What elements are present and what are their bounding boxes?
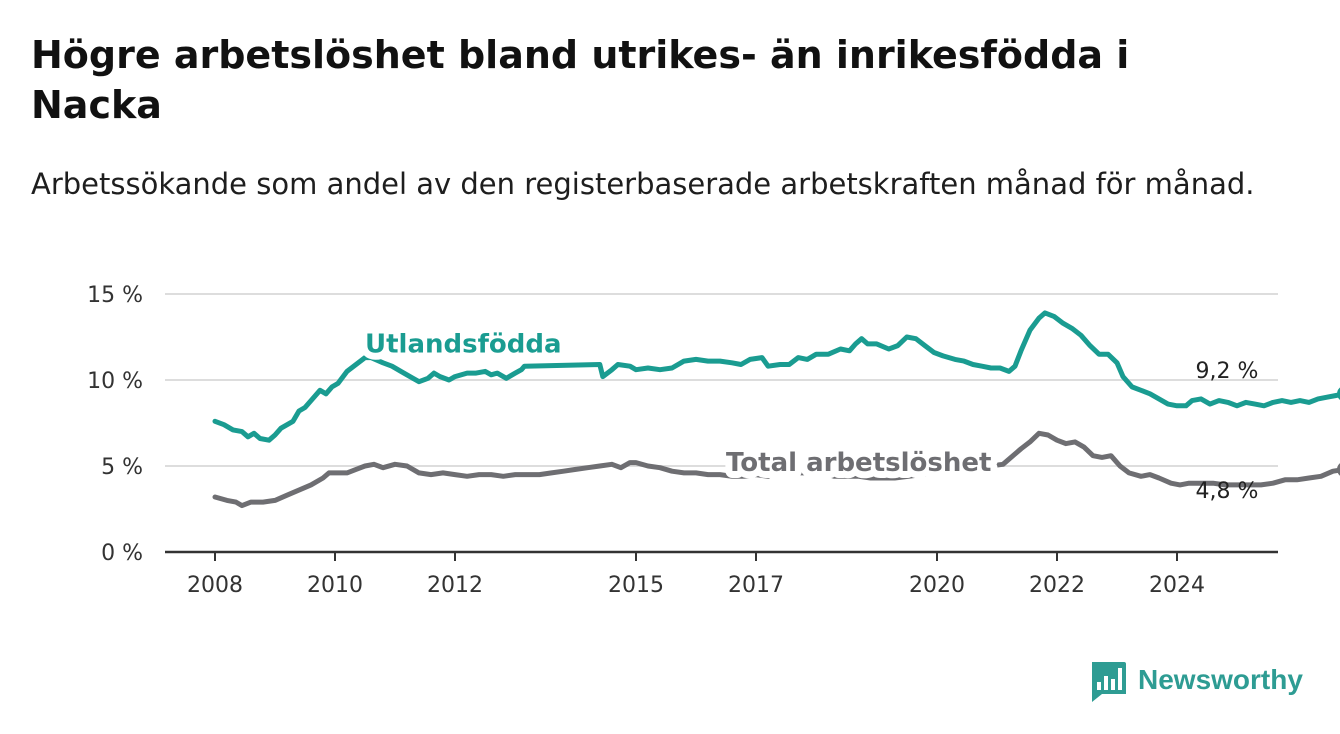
series-label-halo: Total arbetslöshet [726, 448, 991, 478]
x-tick-label: 2010 [307, 573, 363, 598]
bar-chart-badge-icon [1092, 662, 1126, 702]
series-end-point [1337, 463, 1340, 476]
series-label-halo: Utlandsfödda [365, 329, 562, 359]
y-tick-label: 15 % [87, 283, 143, 308]
series-label: Total arbetslöshet [726, 448, 991, 478]
series-line-total [212, 430, 1340, 509]
x-tick-label: 2024 [1149, 573, 1205, 598]
y-tick-label: 10 % [87, 369, 143, 394]
chart-title: Högre arbetslöshet bland utrikes- än inr… [31, 33, 1130, 127]
x-tick-label: 2017 [728, 573, 784, 598]
series-lines [212, 310, 1340, 509]
series-end-point [1337, 387, 1340, 401]
end-value-label: 9,2 % [1196, 359, 1259, 384]
series-label: Utlandsfödda [365, 329, 562, 359]
x-tick-label: 2008 [187, 573, 243, 598]
newsworthy-logo: Newsworthy [1088, 660, 1318, 706]
x-tick-label: 2015 [608, 573, 664, 598]
axes: 0 % 5 % 10 % 15 % 2008 2010 2012 2015 2017 2020 20… [87, 283, 1278, 598]
x-tick-label: 2012 [427, 573, 483, 598]
chart-subtitle: Arbetssökande som andel av den registerb… [31, 167, 1255, 201]
gridlines [165, 293, 1278, 467]
end-value-label: 4,8 % [1196, 479, 1259, 504]
series-line-utlandsfodda [212, 310, 1340, 443]
x-tick-label: 2022 [1029, 573, 1085, 598]
y-tick-label: 0 % [101, 541, 143, 566]
x-tick-label: 2020 [909, 573, 965, 598]
brand-name: Newsworthy [1138, 664, 1303, 695]
y-tick-label: 5 % [101, 455, 143, 480]
